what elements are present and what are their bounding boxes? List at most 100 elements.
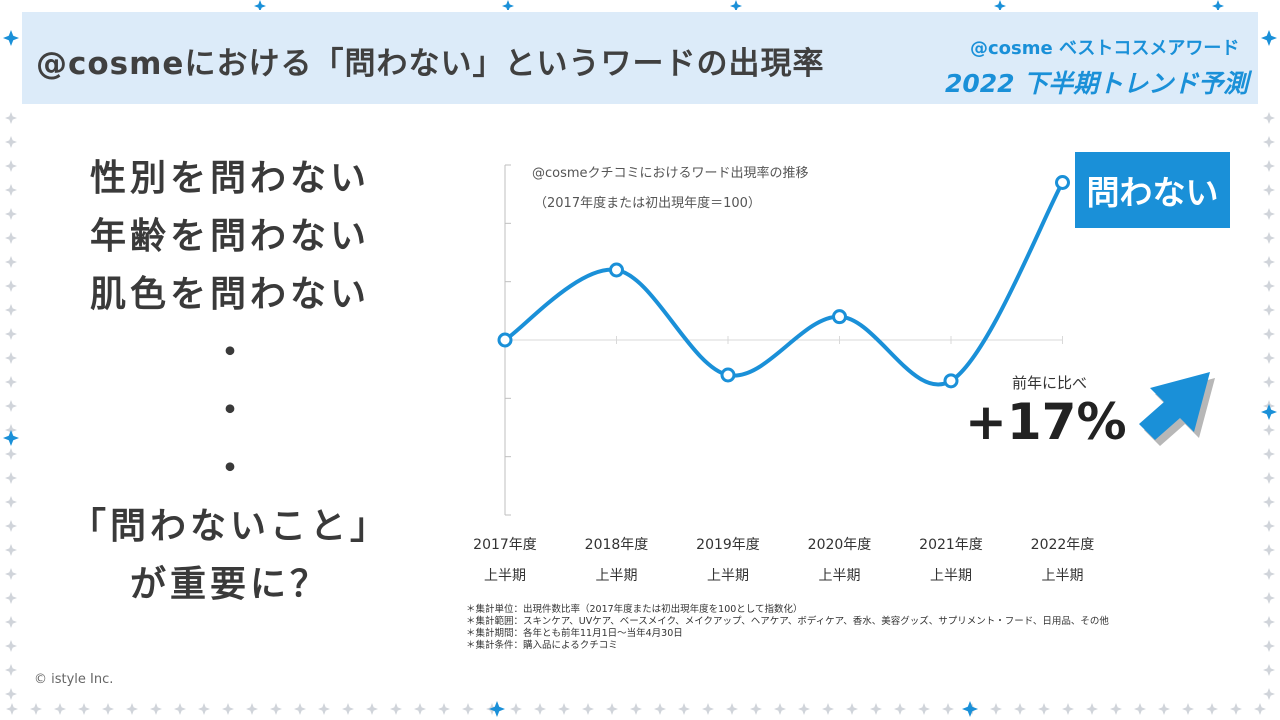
- sparkle-icon: [582, 703, 594, 715]
- sparkle-icon: [1263, 616, 1275, 628]
- sparkle-icon: [1158, 703, 1170, 715]
- phrase-age: 年齢を問わない: [89, 216, 370, 257]
- sparkle-icon: [1263, 592, 1275, 604]
- sparkle-icon: [5, 400, 17, 412]
- footnote: ＊集計範囲：スキンケア、UVケア、ベースメイク、メイクアップ、ヘアケア、ボディケ…: [466, 616, 1109, 627]
- sparkle-icon: [994, 0, 1006, 10]
- sparkle-icon: [5, 544, 17, 556]
- frame-right-border: [1261, 30, 1277, 700]
- sparkle-icon: [5, 352, 17, 364]
- sparkle-icon: [1263, 544, 1275, 556]
- sparkle-icon: [654, 703, 666, 715]
- sparkle-icon: [1263, 664, 1275, 676]
- change-percent: +17%: [965, 393, 1127, 451]
- sparkle-icon: [1254, 703, 1266, 715]
- sparkle-icon: [1182, 703, 1194, 715]
- sparkle-icon: [502, 0, 514, 10]
- sparkle-icon: [5, 640, 17, 652]
- sparkle-icon: [798, 703, 810, 715]
- sparkle-icon: [1134, 703, 1146, 715]
- sparkle-icon: [1261, 30, 1277, 46]
- data-point: [1055, 175, 1070, 190]
- x-tick-label-half: 上半期: [819, 568, 861, 584]
- sparkle-icon: [1261, 404, 1277, 420]
- x-tick-label-half: 上半期: [596, 568, 638, 584]
- sparkle-icon: [990, 703, 1002, 715]
- sparkle-icon: [1230, 703, 1242, 715]
- x-tick-label-year: 2020年度: [808, 537, 872, 553]
- x-tick-label-year: 2019年度: [696, 537, 760, 553]
- footnote: ＊集計単位：出現件数比率（2017年度または初出現年度を100として指数化）: [466, 604, 803, 615]
- sparkle-icon: [5, 664, 17, 676]
- sparkle-icon: [1086, 703, 1098, 715]
- footnotes: ＊集計単位：出現件数比率（2017年度または初出現年度を100として指数化） ＊…: [466, 604, 1109, 652]
- ellipsis-dot: ・: [211, 332, 248, 373]
- sparkle-icon: [438, 703, 450, 715]
- sparkle-icon: [5, 112, 17, 124]
- sparkle-icon: [342, 703, 354, 715]
- series-line: [503, 180, 1065, 387]
- sparkle-icon: [270, 703, 282, 715]
- sparkle-icon: [1206, 703, 1218, 715]
- sparkle-icon: [5, 448, 17, 460]
- sparkle-icon: [78, 703, 90, 715]
- sparkle-icon: [1263, 328, 1275, 340]
- sparkle-icon: [534, 703, 546, 715]
- sparkle-icon: [254, 0, 266, 10]
- sparkle-icon: [1263, 424, 1275, 436]
- chart-subtitle: （2017年度または初出現年度＝100）: [534, 196, 761, 211]
- x-tick-label-half: 上半期: [484, 568, 526, 584]
- frame-top-border: [254, 0, 1224, 10]
- sparkle-icon: [846, 703, 858, 715]
- sparkle-icon: [5, 208, 17, 220]
- sparkle-icon: [1263, 472, 1275, 484]
- sparkle-icon: [3, 30, 19, 46]
- sparkle-icon: [5, 256, 17, 268]
- sparkle-icon: [5, 592, 17, 604]
- x-tick-label-year: 2017年度: [473, 537, 537, 553]
- sparkle-icon: [1263, 304, 1275, 316]
- sparkle-icon: [510, 703, 522, 715]
- sparkle-icon: [1263, 136, 1275, 148]
- phrase-gender: 性別を問わない: [89, 158, 370, 199]
- sparkle-icon: [366, 703, 378, 715]
- series-label-badge: 問わない: [1075, 152, 1230, 228]
- sparkle-icon: [918, 703, 930, 715]
- ellipsis-dot: ・: [211, 390, 248, 431]
- sparkle-icon: [630, 703, 642, 715]
- sparkle-icon: [489, 701, 505, 717]
- ellipsis-dot: ・: [211, 448, 248, 489]
- sparkle-icon: [1263, 280, 1275, 292]
- sparkle-icon: [1263, 208, 1275, 220]
- sparkle-icon: [1014, 703, 1026, 715]
- x-tick-label-year: 2018年度: [585, 537, 649, 553]
- sparkle-icon: [1263, 112, 1275, 124]
- sparkle-icon: [198, 703, 210, 715]
- sparkle-icon: [54, 703, 66, 715]
- sparkle-icon: [822, 703, 834, 715]
- data-point: [832, 309, 847, 325]
- sparkle-icon: [1263, 496, 1275, 508]
- data-point: [943, 373, 959, 389]
- sparkle-icon: [5, 376, 17, 388]
- header-band: [22, 12, 1258, 104]
- phrase-skin-color: 肌色を問わない: [89, 274, 370, 315]
- x-tick-label-year: 2022年度: [1031, 537, 1095, 553]
- sparkle-icon: [1263, 688, 1275, 700]
- data-point: [609, 262, 624, 278]
- data-point: [720, 367, 736, 383]
- sparkle-icon: [3, 430, 19, 446]
- sparkle-icon: [5, 496, 17, 508]
- sparkle-icon: [102, 703, 114, 715]
- sparkle-icon: [726, 703, 738, 715]
- compare-label: 前年に比べ: [1012, 374, 1088, 392]
- frame-bottom-border: [6, 701, 1266, 717]
- sparkle-icon: [606, 703, 618, 715]
- sparkle-icon: [222, 703, 234, 715]
- sparkle-icon: [1263, 160, 1275, 172]
- sparkle-icon: [5, 280, 17, 292]
- x-tick-label-half: 上半期: [930, 568, 972, 584]
- sparkle-icon: [1263, 352, 1275, 364]
- chart-title: @cosmeクチコミにおけるワード出現率の推移: [532, 166, 809, 181]
